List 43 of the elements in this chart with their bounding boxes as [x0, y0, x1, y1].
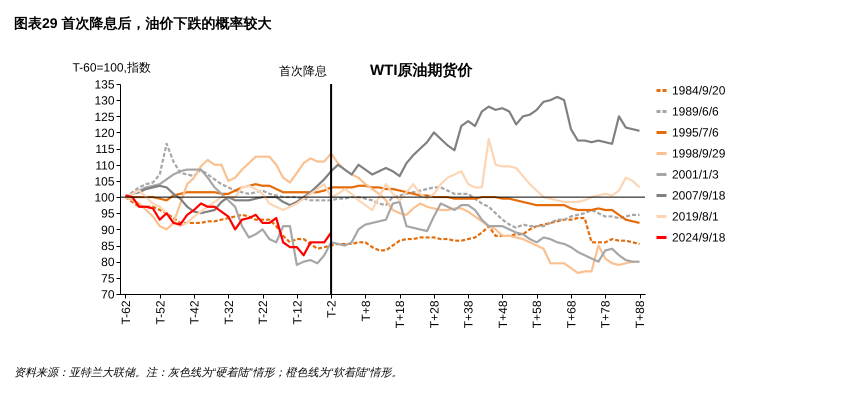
x-tick-label: T-32: [222, 300, 236, 325]
x-tick-label: T-52: [153, 300, 168, 325]
y-tick-label: 70: [101, 288, 115, 302]
x-tick-label: T+18: [393, 300, 408, 328]
x-tick-label: T-62: [118, 300, 133, 325]
x-tick-label: T-12: [290, 300, 304, 325]
y-tick-label: 105: [94, 174, 115, 188]
y-tick-label: 80: [101, 255, 115, 270]
y-tick-label: 95: [101, 206, 115, 221]
x-tick-label: T+28: [427, 300, 442, 328]
y-tick-label: 125: [94, 110, 115, 124]
legend-label: 1998/9/29: [672, 146, 726, 160]
y-tick-label: 75: [101, 271, 115, 286]
y-tick-label: 130: [94, 94, 115, 108]
x-tick-label: T+48: [496, 300, 510, 328]
x-tick-label: T-42: [188, 300, 202, 325]
y-tick-label: 110: [95, 158, 115, 172]
y-tick-label: 135: [94, 78, 115, 92]
legend-label: 2001/1/3: [672, 168, 720, 182]
legend-label: 1989/6/6: [672, 104, 720, 118]
y-axis-title: T-60=100,指数: [72, 60, 151, 74]
y-tick-label: 85: [101, 239, 115, 254]
ref-line-label: 首次降息: [279, 64, 328, 78]
x-tick-label: T+88: [633, 300, 648, 328]
legend-label: 1984/9/20: [672, 84, 726, 98]
x-tick-label: T-2: [324, 300, 339, 318]
x-tick-label: T+8: [358, 300, 373, 322]
y-tick-label: 90: [101, 222, 115, 237]
y-tick-label: 100: [94, 190, 115, 205]
legend-label: 2019/8/1: [672, 210, 720, 224]
x-tick-label: T+68: [564, 300, 578, 328]
x-tick-label: T+38: [462, 300, 476, 328]
legend-label: 1995/7/6: [672, 126, 720, 140]
legend-label: 2007/9/18: [672, 188, 726, 202]
y-tick-label: 120: [94, 126, 115, 140]
x-tick-label: T+78: [598, 300, 613, 328]
x-tick-label: T-22: [256, 300, 270, 325]
legend-label: 2024/9/18: [672, 230, 726, 244]
chart-subtitle: WTI原油期货价: [370, 62, 474, 79]
chart-title: 图表29 首次降息后，油价下跌的概率较大: [14, 15, 272, 31]
x-tick-label: T+58: [530, 300, 544, 328]
text: 资料来源：亚特兰大联储。注：灰色线为“硬着陆”情形；橙色线为“软着陆”情形。: [14, 366, 403, 379]
y-tick-label: 115: [95, 142, 115, 156]
